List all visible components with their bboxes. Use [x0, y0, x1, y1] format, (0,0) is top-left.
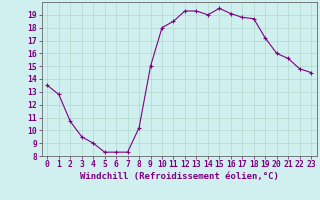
X-axis label: Windchill (Refroidissement éolien,°C): Windchill (Refroidissement éolien,°C) [80, 172, 279, 181]
